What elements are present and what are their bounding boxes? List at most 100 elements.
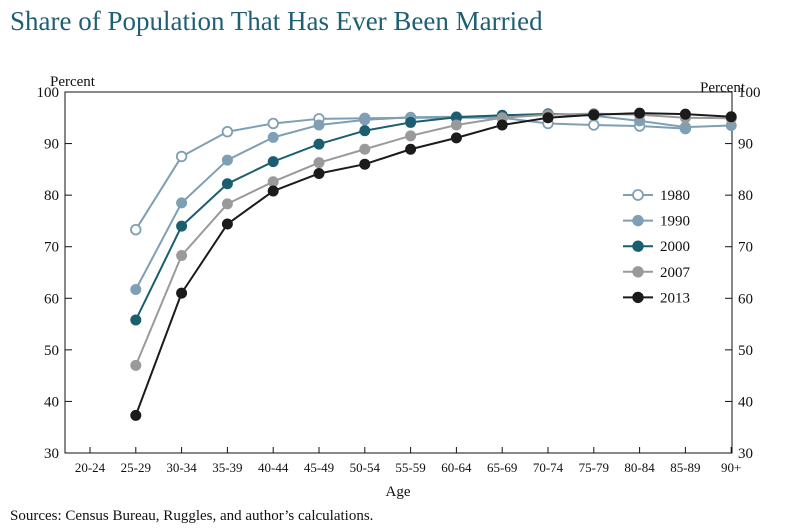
data-point bbox=[313, 119, 325, 131]
legend-item-1980: 1980 bbox=[623, 188, 690, 204]
data-point bbox=[221, 126, 234, 138]
data-point bbox=[496, 119, 508, 131]
chart-title: Share of Population That Has Ever Been M… bbox=[10, 6, 543, 36]
x-tick-label: 30-34 bbox=[166, 460, 197, 475]
x-tick-label: 25-29 bbox=[121, 460, 151, 475]
legend-item-2000: 2000 bbox=[623, 239, 690, 255]
data-point bbox=[267, 131, 279, 143]
data-point bbox=[679, 108, 691, 120]
data-point bbox=[542, 112, 554, 124]
data-point bbox=[221, 198, 233, 210]
data-point bbox=[313, 167, 325, 179]
data-point bbox=[405, 143, 417, 155]
y-axis-label-left: Percent bbox=[50, 74, 96, 90]
y-tick-label-right: 50 bbox=[738, 343, 753, 359]
y-tick-label-right: 90 bbox=[738, 137, 753, 153]
legend-label: 2013 bbox=[660, 290, 690, 306]
x-tick-label: 50-54 bbox=[350, 460, 381, 475]
plot-border bbox=[64, 91, 733, 454]
x-tick-label: 75-79 bbox=[579, 460, 609, 475]
x-tick-label: 85-89 bbox=[670, 460, 700, 475]
data-point bbox=[450, 119, 462, 131]
data-point bbox=[267, 176, 279, 188]
legend-label: 1980 bbox=[660, 188, 690, 204]
data-point bbox=[221, 154, 233, 166]
series-2007 bbox=[130, 108, 737, 371]
data-point bbox=[359, 114, 371, 126]
data-point bbox=[176, 249, 188, 261]
series-group bbox=[130, 107, 737, 421]
data-point bbox=[176, 287, 188, 299]
y-tick-label-left: 100 bbox=[37, 85, 60, 101]
y-tick-label-right: 30 bbox=[738, 446, 753, 462]
data-point bbox=[359, 158, 371, 170]
data-point bbox=[176, 220, 188, 232]
data-point bbox=[405, 130, 417, 142]
legend-item-2007: 2007 bbox=[623, 265, 691, 281]
y-tick-label-right: 100 bbox=[738, 85, 761, 101]
series-line-2007 bbox=[134, 112, 732, 366]
data-point bbox=[221, 178, 233, 190]
data-point bbox=[359, 143, 371, 155]
data-point bbox=[130, 314, 142, 326]
source-note: Sources: Census Bureau, Ruggles, and aut… bbox=[10, 508, 374, 524]
x-tick-label: 55-59 bbox=[395, 460, 425, 475]
y-tick-label-left: 70 bbox=[44, 240, 59, 256]
legend-swatch-marker bbox=[632, 189, 644, 201]
data-point bbox=[405, 116, 417, 128]
data-point bbox=[450, 132, 462, 144]
legend-label: 1990 bbox=[660, 214, 690, 230]
y-axis-left: 30 40 50 60 70 80 90 100 bbox=[37, 85, 72, 462]
data-point bbox=[359, 125, 371, 137]
data-point bbox=[313, 157, 325, 169]
x-tick-label: 90+ bbox=[721, 460, 741, 475]
x-tick-label: 20-24 bbox=[75, 460, 106, 475]
series-line-1990 bbox=[134, 112, 732, 290]
y-tick-label-left: 90 bbox=[44, 137, 59, 153]
data-point bbox=[130, 359, 142, 371]
y-tick-label-right: 40 bbox=[738, 394, 753, 410]
legend-label: 2007 bbox=[660, 265, 691, 281]
y-tick-label-left: 80 bbox=[44, 188, 59, 204]
x-tick-label: 70-74 bbox=[533, 460, 564, 475]
data-point bbox=[221, 218, 233, 230]
data-point bbox=[634, 107, 646, 119]
x-tick-label: 40-44 bbox=[258, 460, 289, 475]
legend: 1980 1990 2000 2007 2013 bbox=[623, 188, 691, 306]
x-tick-label: 65-69 bbox=[487, 460, 517, 475]
data-point bbox=[267, 185, 279, 197]
legend-item-2013: 2013 bbox=[623, 290, 690, 306]
legend-swatch-marker bbox=[632, 214, 644, 227]
y-tick-label-right: 60 bbox=[738, 291, 753, 307]
data-point bbox=[130, 223, 142, 236]
series-2013 bbox=[130, 107, 737, 421]
series-1990 bbox=[130, 108, 737, 296]
x-tick-label: 45-49 bbox=[304, 460, 334, 475]
data-point bbox=[313, 138, 325, 150]
y-tick-label-left: 50 bbox=[44, 343, 59, 359]
data-point bbox=[176, 197, 188, 209]
data-point bbox=[175, 150, 188, 163]
series-2000 bbox=[130, 108, 600, 326]
data-point bbox=[679, 121, 691, 133]
y-axis-label-right: Percent bbox=[700, 80, 746, 96]
data-point bbox=[267, 156, 279, 168]
legend-swatch-marker bbox=[632, 240, 644, 252]
x-tick-label: 35-39 bbox=[212, 460, 242, 475]
y-tick-label-right: 80 bbox=[738, 188, 753, 204]
series-line-2013 bbox=[134, 112, 732, 416]
legend-label: 2000 bbox=[660, 239, 690, 255]
data-point bbox=[267, 117, 279, 130]
x-tick-label: 80-84 bbox=[624, 460, 655, 475]
y-tick-label-left: 40 bbox=[44, 394, 59, 410]
legend-item-1990: 1990 bbox=[623, 214, 690, 230]
y-tick-label-left: 60 bbox=[44, 291, 59, 307]
data-point bbox=[130, 284, 142, 296]
data-point bbox=[725, 111, 737, 123]
x-axis: 20-24 25-29 30-34 35-39 40-44 45-49 50-54 55-59… bbox=[75, 447, 741, 475]
y-tick-label-right: 70 bbox=[738, 240, 753, 256]
legend-swatch-marker bbox=[632, 291, 644, 304]
data-point bbox=[588, 119, 600, 131]
plot-frame bbox=[64, 91, 733, 454]
